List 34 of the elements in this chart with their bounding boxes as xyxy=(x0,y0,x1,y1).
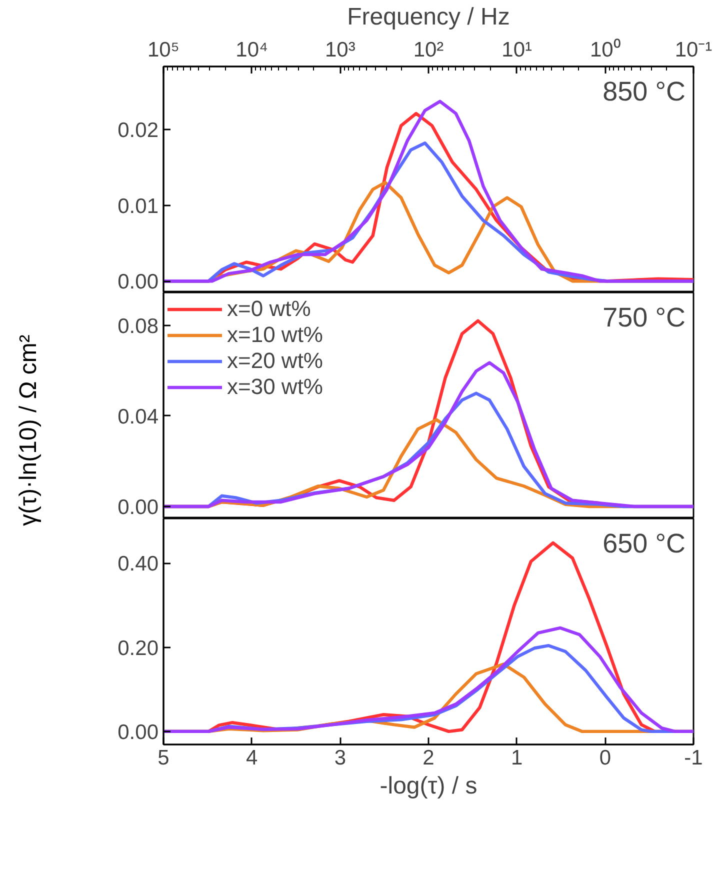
annotation: 750 °C xyxy=(602,302,686,332)
y-tick-label: 0.01 xyxy=(118,194,159,218)
y-tick-label: 0.40 xyxy=(118,552,159,576)
x2-tick-label: 10⁵ xyxy=(147,38,180,62)
y-tick-label: 0.20 xyxy=(118,636,159,660)
y-tick-label: 0.02 xyxy=(118,118,159,142)
x2-tick-label: 10³ xyxy=(324,38,356,62)
x2-tick-label: 10⁴ xyxy=(236,38,268,62)
legend-label: x=10 wt% xyxy=(227,322,323,348)
x2-tick-label: 10⁻¹ xyxy=(674,38,712,62)
x-tick-label: 5 xyxy=(158,746,170,770)
annotation: 650 °C xyxy=(602,528,686,558)
annotation: 850 °C xyxy=(602,76,686,106)
y-tick-label: 0.04 xyxy=(118,405,159,428)
legend-label: x=30 wt% xyxy=(227,374,323,400)
x-tick-label: 1 xyxy=(510,746,523,770)
y-tick-label: 0.08 xyxy=(118,314,159,338)
y-tick-label: 0.00 xyxy=(118,496,159,519)
x2-axis-title: Frequency / Hz xyxy=(347,4,510,30)
legend-label: x=20 wt% xyxy=(227,348,323,374)
x2-tick-label: 10¹ xyxy=(502,38,532,62)
x-tick-label: 4 xyxy=(246,746,258,770)
line-series xyxy=(164,626,694,734)
y-axis-title: γ(τ)·ln(10) / Ω cm² xyxy=(14,334,43,526)
x-axis-title: -log(τ) / s xyxy=(380,772,478,800)
x-tick-label: 3 xyxy=(334,746,346,770)
x2-tick-label: 10⁰ xyxy=(590,38,620,62)
y-tick-label: 0.00 xyxy=(118,270,159,294)
x2-tick-label: 10² xyxy=(413,38,444,62)
legend-label: x=0 wt% xyxy=(227,296,311,322)
x-tick-label: -1 xyxy=(684,746,703,770)
x-tick-label: 2 xyxy=(422,746,434,770)
x-tick-label: 0 xyxy=(599,746,612,770)
y-tick-label: 0.00 xyxy=(118,720,159,744)
